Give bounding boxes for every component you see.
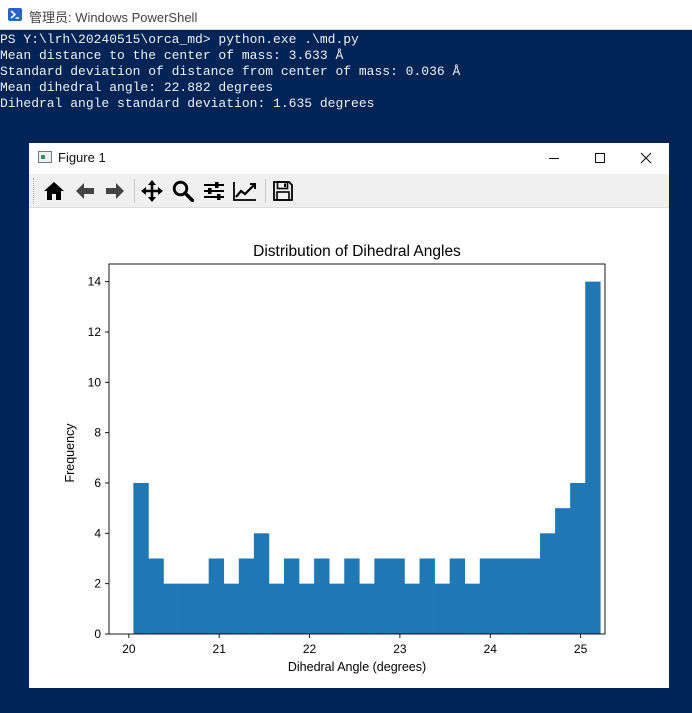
- zoom-button[interactable]: [169, 178, 197, 204]
- toolbar-grip[interactable]: [33, 178, 36, 204]
- home-icon: [44, 182, 64, 200]
- toolbar-separator: [134, 179, 135, 203]
- histogram-bar: [570, 482, 586, 634]
- maximize-icon: [595, 153, 605, 163]
- histogram-chart: Distribution of Dihedral Angles Dihedral…: [63, 243, 606, 674]
- histogram-bar: [299, 583, 315, 634]
- figure-titlebar[interactable]: Figure 1: [29, 143, 669, 173]
- histogram-bar: [314, 558, 330, 634]
- y-tick-label: 10: [88, 375, 102, 389]
- histogram-bar: [223, 583, 240, 634]
- histogram-bar: [178, 583, 194, 634]
- figure-app-icon: [38, 151, 52, 163]
- console-line-std-dihedral: Dihedral angle standard deviation: 1.635…: [0, 96, 375, 111]
- powershell-icon: [8, 8, 22, 21]
- histogram-bar: [555, 508, 571, 634]
- minimize-button[interactable]: [531, 143, 577, 173]
- histogram-bar: [585, 281, 601, 634]
- powershell-window-title: 管理员: Windows PowerShell: [29, 10, 198, 25]
- maximize-button[interactable]: [577, 143, 623, 173]
- console-line-std-distance: Standard deviation of distance from cent…: [0, 64, 461, 79]
- home-button[interactable]: [40, 178, 68, 204]
- histogram-bar: [374, 558, 390, 634]
- y-tick-label: 0: [94, 627, 101, 641]
- x-axis-label: Dihedral Angle (degrees): [288, 660, 426, 674]
- plot-area[interactable]: Distribution of Dihedral Angles Dihedral…: [29, 208, 669, 688]
- pan-button[interactable]: [138, 178, 166, 204]
- y-tick-label: 4: [94, 526, 101, 540]
- histogram-bar: [163, 583, 179, 634]
- back-button[interactable]: [71, 178, 99, 204]
- close-button[interactable]: [623, 143, 669, 173]
- console-line-mean-distance: Mean distance to the center of mass: 3.6…: [0, 48, 344, 63]
- histogram-bar: [238, 558, 255, 634]
- x-tick-label: 25: [574, 642, 588, 656]
- save-button[interactable]: [269, 178, 297, 204]
- x-tick-label: 20: [122, 642, 136, 656]
- histogram-bar: [389, 558, 405, 634]
- console-line-mean-dihedral: Mean dihedral angle: 22.882 degrees: [0, 80, 274, 95]
- close-icon: [640, 152, 652, 164]
- histogram-bar: [148, 558, 164, 634]
- y-tick-label: 14: [88, 275, 102, 289]
- histogram-bar: [494, 558, 511, 634]
- histogram-bar: [540, 533, 556, 634]
- subplots-config-icon: [204, 182, 224, 200]
- histogram-bar: [449, 558, 466, 634]
- minimize-icon: [549, 158, 559, 159]
- histogram-bar: [434, 583, 450, 634]
- chart-title: Distribution of Dihedral Angles: [253, 243, 461, 260]
- toolbar-separator: [265, 179, 266, 203]
- matplotlib-toolbar: [29, 174, 669, 208]
- console-output[interactable]: PS Y:\lrh\20240515\orca_md> python.exe .…: [0, 32, 692, 112]
- save-disk-icon: [273, 181, 293, 201]
- histogram-bar: [509, 558, 526, 634]
- y-axis-label: Frequency: [63, 423, 77, 483]
- figure-window: Figure 1: [29, 143, 669, 688]
- histogram-bar: [419, 558, 435, 634]
- x-tick-label: 24: [484, 642, 498, 656]
- pan-move-icon: [141, 180, 163, 202]
- forward-arrow-icon: [106, 183, 124, 199]
- histogram-bar: [524, 558, 541, 634]
- console-line-command: PS Y:\lrh\20240515\orca_md> python.exe .…: [0, 32, 359, 47]
- x-tick-label: 23: [393, 642, 407, 656]
- zoom-magnifier-icon: [172, 180, 194, 202]
- histogram-bar: [359, 583, 375, 634]
- histogram-bar: [253, 533, 270, 634]
- powershell-titlebar[interactable]: 管理员: Windows PowerShell: [0, 0, 692, 30]
- forward-button[interactable]: [101, 178, 129, 204]
- histogram-bar: [268, 583, 285, 634]
- histogram-bar: [133, 482, 149, 634]
- x-tick-label: 22: [303, 642, 317, 656]
- histogram-bar: [479, 558, 496, 634]
- back-arrow-icon: [76, 183, 94, 199]
- y-tick-label: 6: [94, 476, 101, 490]
- axes-edit-button[interactable]: [231, 178, 259, 204]
- histogram-bar: [208, 558, 225, 634]
- subplots-button[interactable]: [200, 178, 228, 204]
- histogram-bar: [193, 583, 209, 634]
- histogram-bar: [464, 583, 481, 634]
- figure-window-title: Figure 1: [58, 150, 106, 165]
- y-tick-label: 8: [94, 426, 101, 440]
- y-tick-label: 2: [94, 577, 101, 591]
- y-tick-label: 12: [88, 325, 102, 339]
- axes-frame: [108, 263, 606, 635]
- histogram-bar: [329, 583, 345, 634]
- histogram-bar: [404, 583, 420, 634]
- histogram-bar: [344, 558, 360, 634]
- axes-edit-icon: [233, 182, 256, 201]
- x-tick-label: 21: [213, 642, 227, 656]
- histogram-bar: [284, 558, 300, 634]
